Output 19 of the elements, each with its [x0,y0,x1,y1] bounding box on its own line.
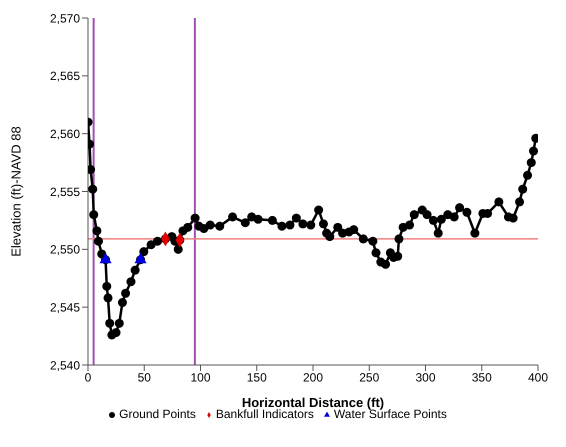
y-tick-label: 2,565 [50,69,80,84]
legend-label: Ground Points [119,407,196,421]
y-tick-label: 2,550 [50,242,80,257]
x-tick-label: 0 [84,370,92,385]
x-tick-label: 400 [528,370,548,385]
y-tick-label: 2,570 [50,11,80,26]
x-tick-label: 300 [415,370,436,385]
y-tick-label: 2,540 [50,358,80,372]
y-axis-title: Elevation (ft)-NAVD 88 [8,126,24,257]
x-tick-label: 50 [138,370,152,385]
y-tick-label: 2,560 [50,126,80,141]
legend-label: Bankfull Indicators [216,407,314,421]
y-tick-label: 2,545 [50,300,80,314]
x-tick-label: 200 [302,370,324,385]
x-tick-label: 250 [359,370,380,385]
y-tick-label: 2,555 [50,184,80,199]
x-tick-label: 150 [246,370,268,385]
x-tick-label: 100 [190,370,211,385]
x-tick-label: 350 [472,370,492,385]
